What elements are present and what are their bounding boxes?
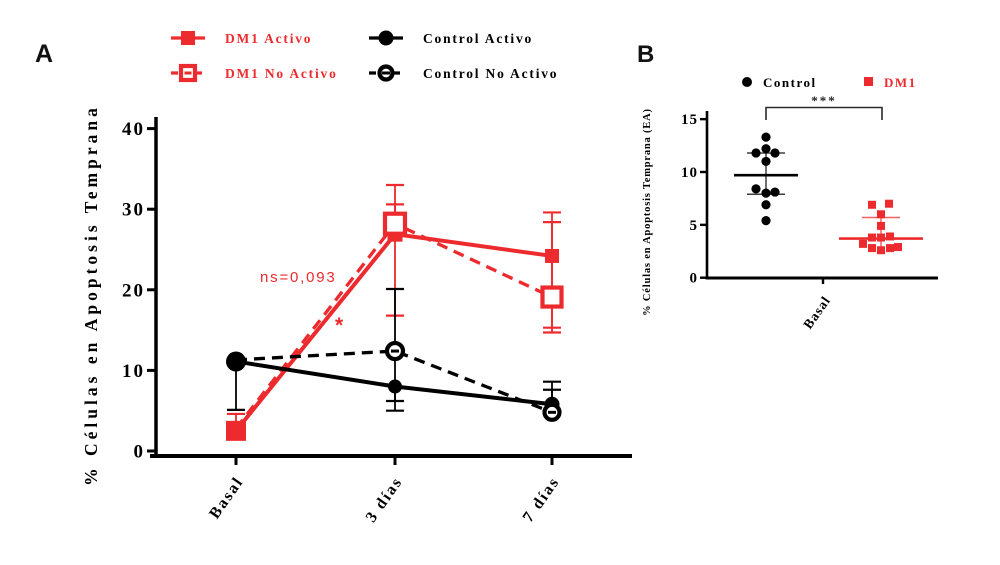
data-point <box>770 148 780 158</box>
legend-label: Control Activo <box>423 31 533 46</box>
data-point <box>859 239 867 248</box>
data-point <box>761 216 771 226</box>
legend-entry-control-activo: Control Activo <box>369 30 533 46</box>
legend-label: DM1 No Activo <box>225 66 338 81</box>
y-tick-label: 10 <box>122 361 145 382</box>
marker-circle-filled <box>226 351 246 372</box>
scatter-group-control <box>734 132 798 226</box>
marker-circle-filled <box>388 379 402 394</box>
y-tick-label: 5 <box>690 218 699 234</box>
panel-a-label: A <box>35 40 54 68</box>
data-point <box>751 148 761 158</box>
y-tick-label: 10 <box>681 165 698 181</box>
panel-a-chart: 0 10 20 30 40 Basal 3 días 7 días DM1 Activo DM1 … <box>122 30 632 526</box>
legend-control-label: Control <box>763 75 817 90</box>
scatter-group-dm1 <box>839 199 923 255</box>
data-point <box>751 184 761 194</box>
legend-dm1-square-icon <box>864 77 873 86</box>
panel-b-label: B <box>637 41 655 68</box>
data-point <box>886 244 894 253</box>
y-tick-label: 0 <box>134 442 146 463</box>
y-tick-label: 15 <box>681 112 698 128</box>
marker-square-filled <box>545 248 559 263</box>
significance-stars: *** <box>811 93 837 108</box>
panel-a-y-axis-title: % Células en Apoptosis Temprana <box>81 104 101 486</box>
data-point <box>877 221 885 230</box>
data-point <box>894 243 902 252</box>
panel-b-y-axis-title: % Células en Apoptosis Temprana (EA) <box>642 108 653 316</box>
series-line-control-no-activo <box>235 349 553 414</box>
data-point <box>761 200 771 210</box>
marker-circle-filled <box>378 30 394 46</box>
annotation-ns: ns=0,093 <box>260 269 337 286</box>
panel-b-legend: Control DM1 <box>742 75 917 90</box>
marker-square-open <box>382 211 408 236</box>
data-point <box>885 199 893 208</box>
legend-label: Control No Activo <box>423 66 558 81</box>
legend-entry-dm1-no-activo: DM1 No Activo <box>171 63 338 83</box>
x-tick-label: Basal <box>800 293 833 332</box>
marker-square-filled <box>181 31 195 45</box>
data-point <box>877 246 885 255</box>
legend-control-circle-icon <box>742 77 752 87</box>
data-point <box>761 188 771 198</box>
y-tick-label: 30 <box>122 200 145 221</box>
data-point <box>770 187 780 197</box>
legend-dm1-label: DM1 <box>884 75 917 90</box>
data-point <box>868 200 876 209</box>
y-tick-label: 40 <box>122 119 145 140</box>
bracket-line <box>765 106 883 120</box>
x-tick-label: 7 días <box>520 474 564 526</box>
data-point <box>761 144 771 154</box>
significance-bracket: *** <box>765 93 883 120</box>
panel-b-chart: 0 5 10 15 Basal <box>681 111 938 332</box>
legend-entry-dm1-activo: DM1 Activo <box>171 31 312 46</box>
data-point <box>877 210 885 219</box>
legend-entry-control-no-activo: Control No Activo <box>369 64 558 82</box>
y-tick-label: 0 <box>690 271 699 287</box>
annotation-significance-star: * <box>335 314 344 337</box>
data-point <box>886 232 894 241</box>
data-point <box>761 156 771 167</box>
x-tick-label: 3 días <box>363 474 407 526</box>
x-tick-label: Basal <box>206 474 247 523</box>
legend-label: DM1 Activo <box>225 31 312 46</box>
marker-square-filled <box>226 420 246 441</box>
marker-square-open <box>540 285 564 309</box>
data-point <box>868 244 876 253</box>
y-tick-label: 20 <box>122 280 145 301</box>
data-point <box>761 132 771 142</box>
